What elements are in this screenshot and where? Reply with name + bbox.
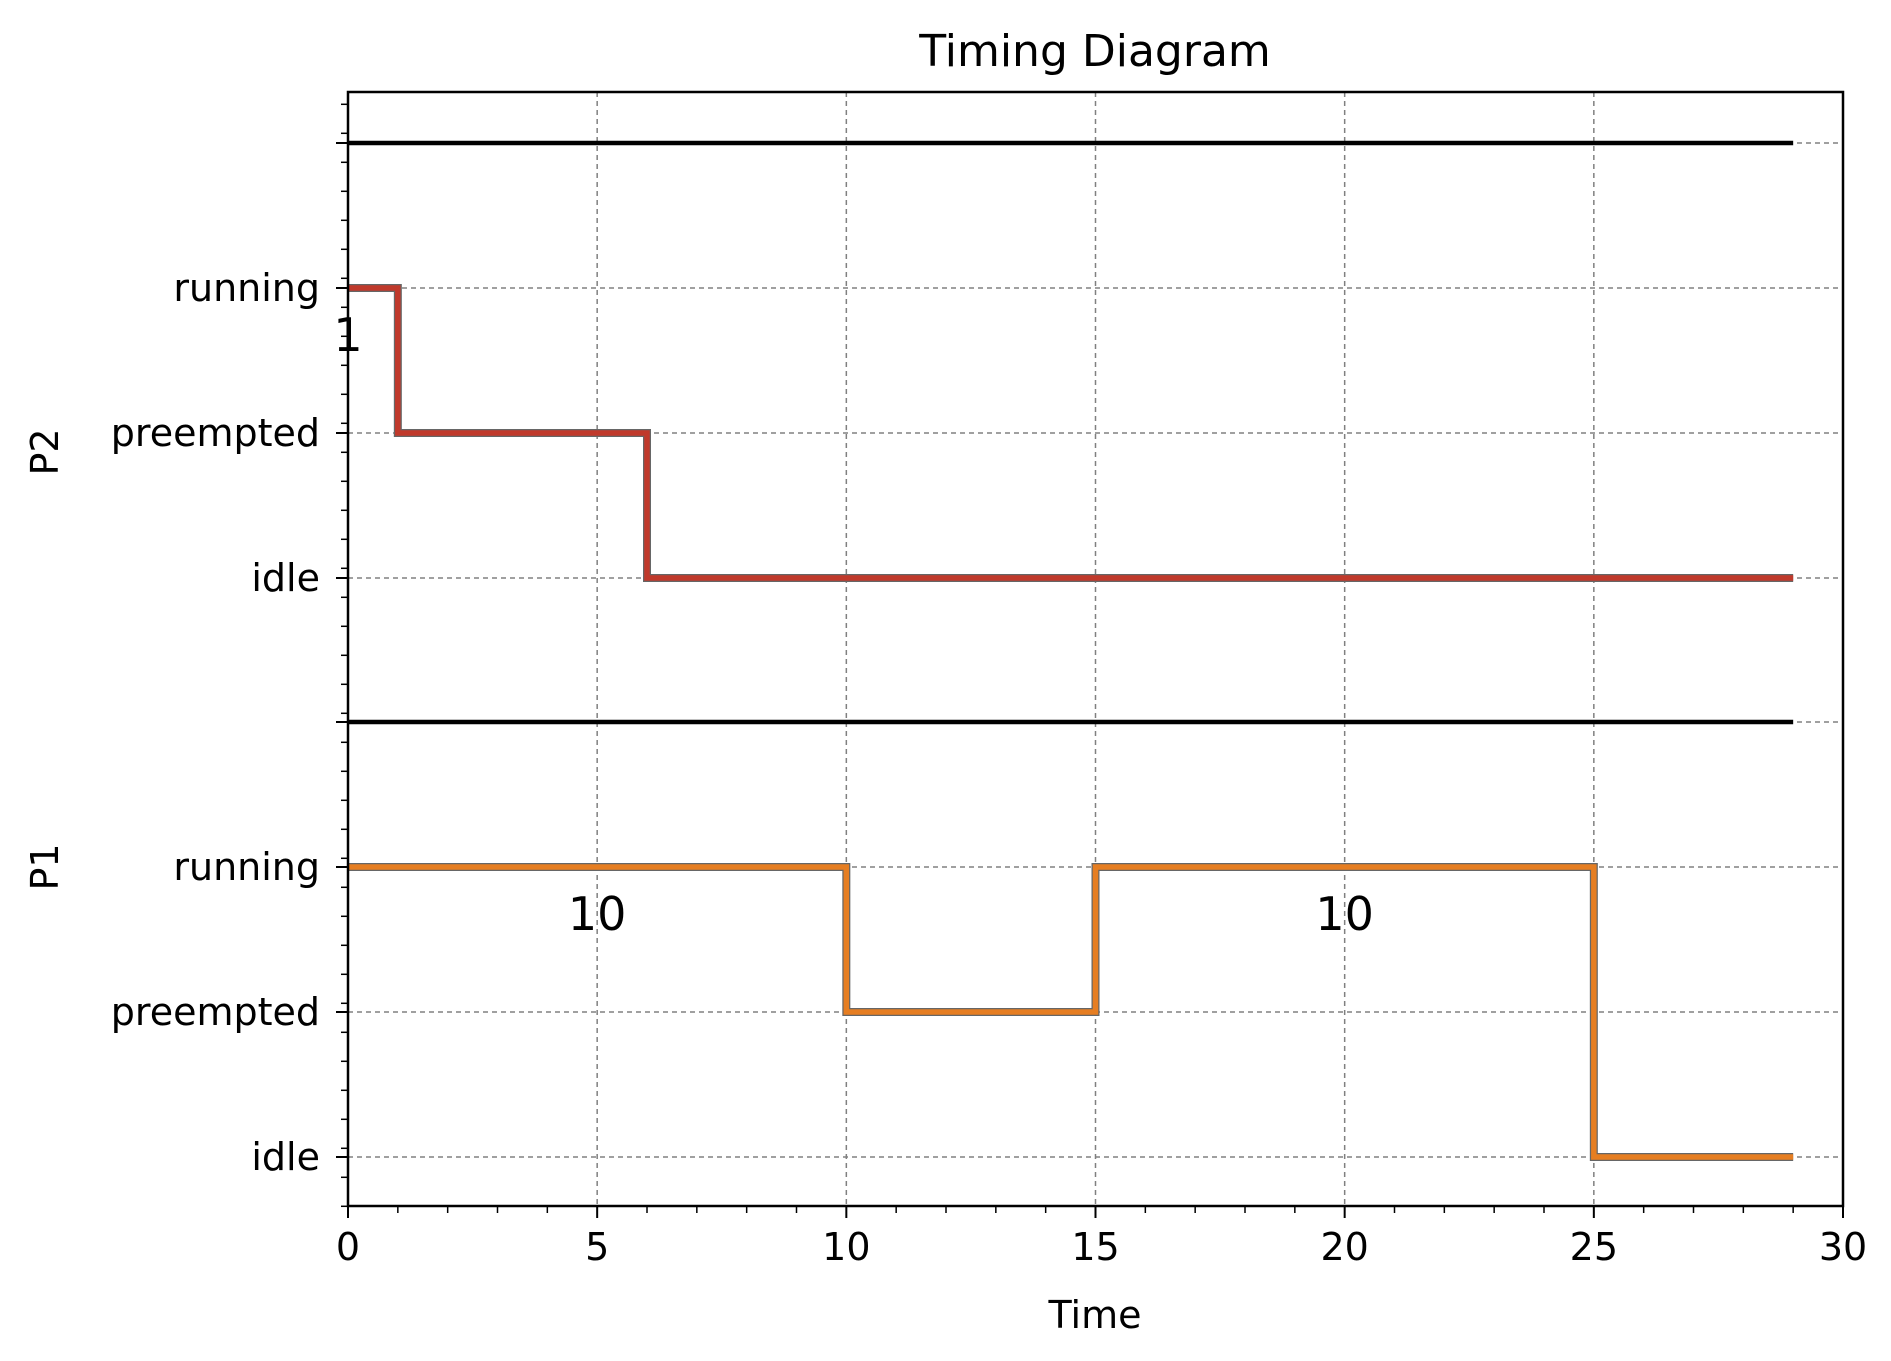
x-tick-label: 15 [1071, 1225, 1119, 1269]
y-axis-label-p1: P1 [23, 843, 67, 890]
y-axis-label-p2: P2 [23, 428, 67, 475]
x-tick-label: 30 [1819, 1225, 1867, 1269]
band-separator-layer [348, 140, 1794, 725]
x-tick-label: 20 [1320, 1225, 1368, 1269]
series-line-p2 [348, 285, 1794, 581]
axis-layer: P2 idle preempted running P1 idle preempted run… [23, 90, 1867, 1269]
y-tick-label: running [173, 845, 320, 889]
duration-label: 10 [1315, 887, 1374, 941]
y-tick-label: idle [251, 556, 320, 600]
series-layer [348, 284, 1794, 1161]
series-line-p1 [348, 864, 1794, 1160]
chart-title: Timing Diagram [918, 26, 1271, 77]
duration-label: 10 [568, 887, 627, 941]
grid-layer [348, 92, 1843, 1206]
y-tick-label: preempted [111, 411, 320, 455]
x-axis-label: Time [1048, 1293, 1142, 1337]
x-tick-label: 25 [1570, 1225, 1618, 1269]
y-tick-label: preempted [111, 990, 320, 1034]
x-tick-label: 5 [585, 1225, 609, 1269]
annotation-layer: 110 10 [333, 308, 1374, 941]
y-tick-label: running [173, 266, 320, 310]
x-tick-label: 0 [336, 1225, 360, 1269]
y-tick-label: idle [251, 1135, 320, 1179]
x-tick-label: 10 [822, 1225, 870, 1269]
